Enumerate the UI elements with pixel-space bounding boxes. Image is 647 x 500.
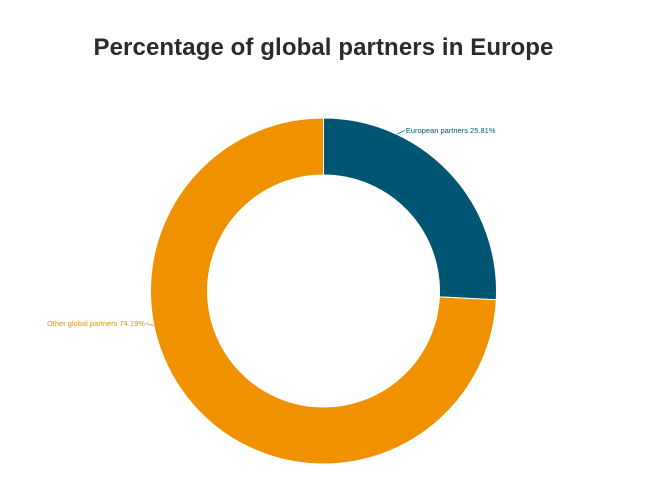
leader-line-european-partners xyxy=(396,129,406,135)
slice-other-global-partners xyxy=(150,117,497,465)
leader-line-other-global-partners xyxy=(145,323,155,326)
slice-european-partners xyxy=(323,117,497,301)
data-label-other-global-partners: Other global partners 74.19% xyxy=(47,319,145,328)
slices-layer xyxy=(150,117,497,465)
labels-layer: European partners 25.81% Other global par… xyxy=(47,126,496,328)
data-label-european-partners: European partners 25.81% xyxy=(406,126,496,135)
chart-title: Percentage of global partners in Europe xyxy=(93,34,554,61)
